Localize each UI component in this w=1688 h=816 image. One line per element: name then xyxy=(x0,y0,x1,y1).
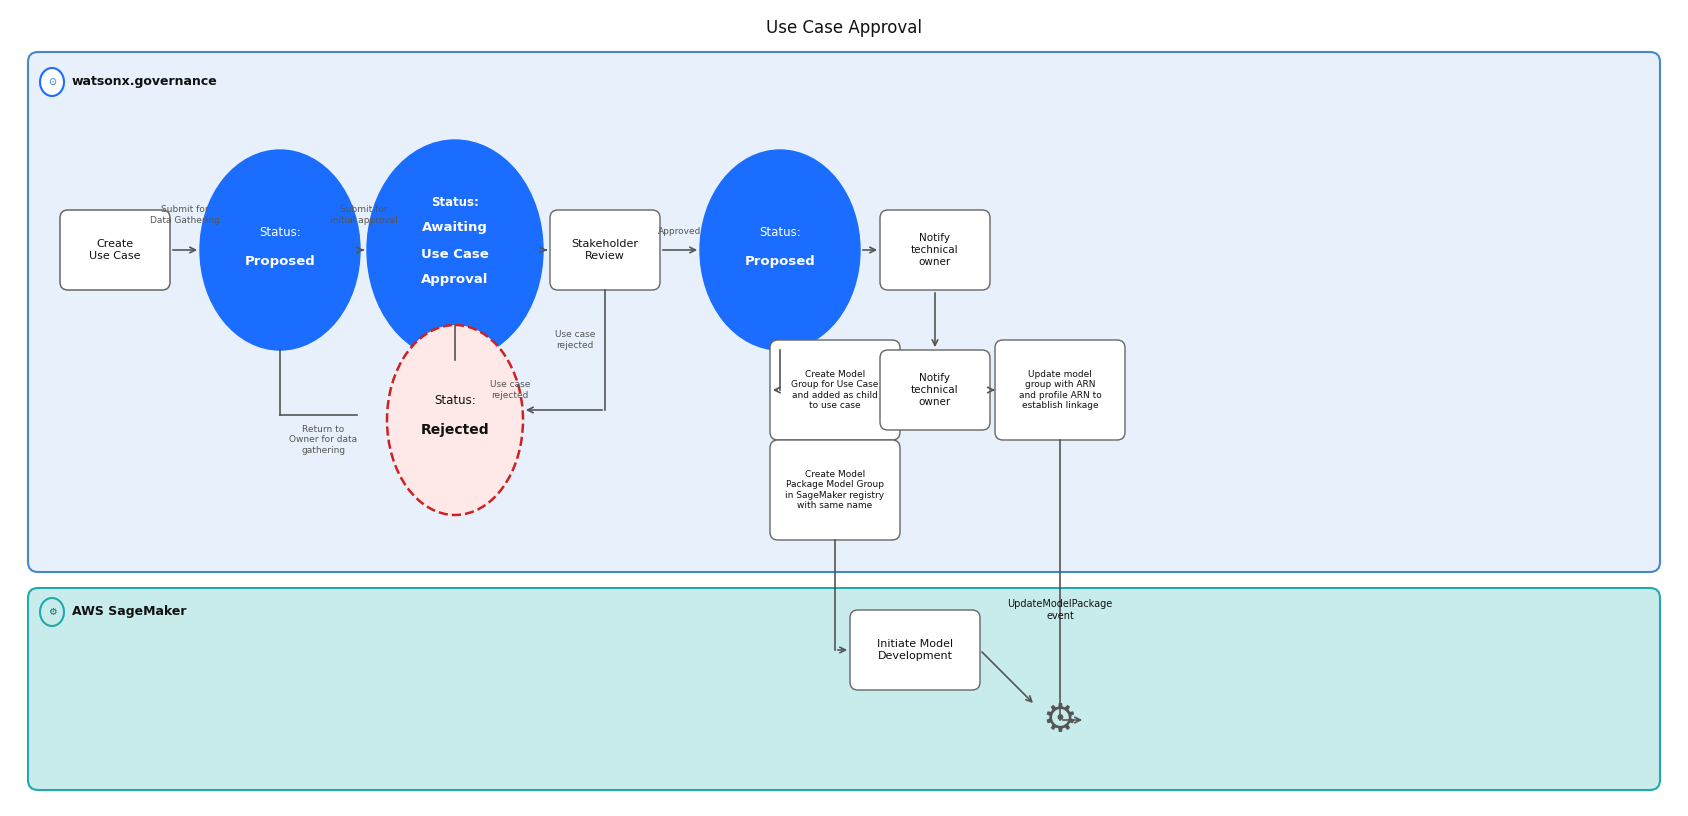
Text: Create Model
Group for Use Case
and added as child
to use case: Create Model Group for Use Case and adde… xyxy=(792,370,879,410)
Text: Create
Use Case: Create Use Case xyxy=(89,239,140,261)
Text: watsonx.governance: watsonx.governance xyxy=(73,76,218,88)
Text: ⊙: ⊙ xyxy=(47,77,56,87)
Text: Status:: Status: xyxy=(430,196,479,209)
Text: UpdateModelPackage
event: UpdateModelPackage event xyxy=(1008,599,1112,621)
Ellipse shape xyxy=(387,325,523,515)
Text: Create Model
Package Model Group
in SageMaker registry
with same name: Create Model Package Model Group in Sage… xyxy=(785,470,885,510)
Text: Return to
Owner for data
gathering: Return to Owner for data gathering xyxy=(289,425,358,455)
Text: Use Case Approval: Use Case Approval xyxy=(766,19,922,37)
Text: Stakeholder
Review: Stakeholder Review xyxy=(572,239,638,261)
Text: AWS SageMaker: AWS SageMaker xyxy=(73,605,186,619)
FancyBboxPatch shape xyxy=(550,210,660,290)
Text: Initiate Model
Development: Initiate Model Development xyxy=(878,639,954,661)
Text: Use case
rejected: Use case rejected xyxy=(490,380,530,400)
FancyBboxPatch shape xyxy=(61,210,170,290)
Text: Status:: Status: xyxy=(434,393,476,406)
Text: Status:: Status: xyxy=(260,225,300,238)
FancyBboxPatch shape xyxy=(29,588,1659,790)
Text: Status:: Status: xyxy=(760,225,800,238)
Text: Update model
group with ARN
and profile ARN to
establish linkage: Update model group with ARN and profile … xyxy=(1018,370,1101,410)
Text: Approval: Approval xyxy=(422,273,490,286)
FancyBboxPatch shape xyxy=(770,340,900,440)
Text: Awaiting: Awaiting xyxy=(422,221,488,234)
Text: Proposed: Proposed xyxy=(245,255,316,268)
Text: ⚙: ⚙ xyxy=(47,607,56,617)
Text: Notify
technical
owner: Notify technical owner xyxy=(912,233,959,267)
FancyBboxPatch shape xyxy=(994,340,1124,440)
Text: Use Case: Use Case xyxy=(420,249,490,261)
Text: Proposed: Proposed xyxy=(744,255,815,268)
Ellipse shape xyxy=(41,68,64,96)
FancyBboxPatch shape xyxy=(29,52,1659,572)
Text: Submit for
Data Gathering: Submit for Data Gathering xyxy=(150,206,219,224)
FancyBboxPatch shape xyxy=(770,440,900,540)
FancyBboxPatch shape xyxy=(879,350,989,430)
Text: Submit for
initial approval: Submit for initial approval xyxy=(329,206,397,224)
Ellipse shape xyxy=(701,150,859,350)
Text: ⚙: ⚙ xyxy=(1043,701,1077,739)
FancyBboxPatch shape xyxy=(851,610,981,690)
FancyBboxPatch shape xyxy=(879,210,989,290)
Text: Approved: Approved xyxy=(658,228,702,237)
Ellipse shape xyxy=(199,150,360,350)
Ellipse shape xyxy=(41,598,64,626)
Text: Use case
rejected: Use case rejected xyxy=(555,330,596,350)
Text: Rejected: Rejected xyxy=(420,423,490,437)
Ellipse shape xyxy=(366,140,544,360)
Text: Notify
technical
owner: Notify technical owner xyxy=(912,374,959,406)
